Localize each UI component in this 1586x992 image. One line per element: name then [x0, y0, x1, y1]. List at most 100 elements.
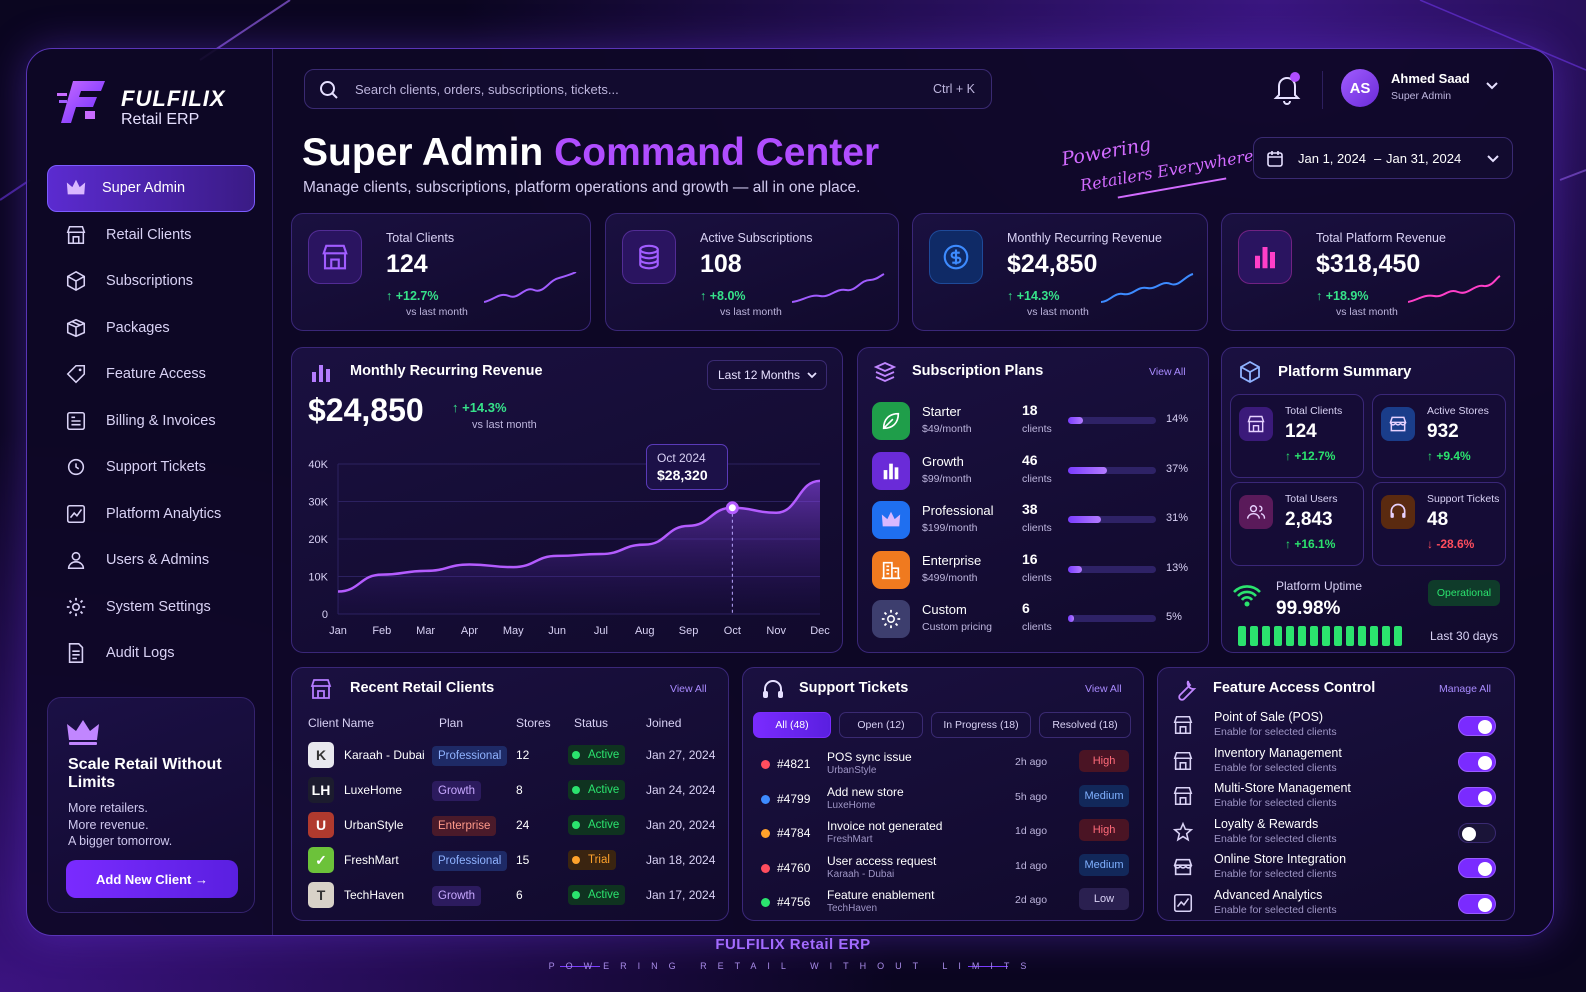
clients-view-all-link[interactable]: View All	[670, 683, 707, 695]
sidebar-item-subscriptions[interactable]: Subscriptions	[47, 258, 255, 305]
summary-tile[interactable]: Active Stores 932 ↑ +9.4%	[1372, 394, 1506, 478]
mrr-title: Monthly Recurring Revenue	[350, 363, 543, 379]
feature-toggle[interactable]	[1458, 893, 1496, 914]
client-name: UrbanStyle	[344, 818, 404, 832]
sidebar-item-system-settings[interactable]: System Settings	[47, 584, 255, 631]
plan-row[interactable]: Starter $49/month 18 clients 14%	[872, 398, 1192, 442]
ticket-age: 2d ago	[1015, 894, 1048, 906]
analytics-icon	[64, 502, 88, 526]
tab-open[interactable]: Open (12)	[839, 712, 923, 738]
client-stores: 8	[516, 783, 523, 797]
plan-row[interactable]: Custom Custom pricing 6 clients 5%	[872, 596, 1192, 640]
feature-desc: Enable for selected clients	[1214, 726, 1337, 738]
feature-toggle[interactable]	[1458, 751, 1496, 772]
feature-toggle[interactable]	[1458, 822, 1496, 843]
summary-tile[interactable]: Support Tickets 48 ↓ -28.6%	[1372, 482, 1506, 566]
date-range-picker[interactable]: Jan 1, 2024 – Jan 31, 2024	[1253, 137, 1513, 179]
uptime-label: Platform Uptime	[1276, 579, 1363, 593]
sidebar-item-label: Platform Analytics	[106, 505, 222, 522]
date-to: Jan 31, 2024	[1386, 151, 1462, 166]
table-row[interactable]: U UrbanStyle Enterprise 24 Active Jan 20, 202…	[306, 808, 716, 842]
priority-badge: Low	[1079, 888, 1129, 910]
uptime-segment	[1382, 626, 1390, 646]
summary-tile-value: 48	[1427, 509, 1449, 530]
plans-view-all-link[interactable]: View All	[1149, 366, 1186, 378]
ticket-row[interactable]: #4799 Add new store LuxeHome 5h ago Medium	[759, 784, 1131, 819]
sidebar-item-feature-access[interactable]: Feature Access	[47, 351, 255, 398]
add-new-client-button[interactable]: Add New Client →	[66, 860, 238, 898]
uptime-segment	[1322, 626, 1330, 646]
sidebar-item-platform-analytics[interactable]: Platform Analytics	[47, 491, 255, 538]
summary-tile[interactable]: Total Clients 124 ↑ +12.7%	[1230, 394, 1364, 478]
client-stores: 12	[516, 748, 530, 762]
ticket-row[interactable]: #4784 Invoice not generated FreshMart 1d ag…	[759, 819, 1131, 853]
ticket-row[interactable]: #4760 User access request Karaah - Dubai 1d…	[759, 853, 1131, 888]
sidebar-item-packages[interactable]: Packages	[47, 305, 255, 352]
uptime-period: Last 30 days	[1430, 629, 1499, 643]
plan-badge: Professional	[432, 746, 508, 766]
summary-tile-label: Active Stores	[1427, 405, 1489, 417]
table-row[interactable]: ✓ FreshMart Professional 15 Trial Jan 18, 202…	[306, 843, 716, 877]
ticket-client: Karaah - Dubai	[827, 868, 895, 880]
ticket-row[interactable]: #4821 POS sync issue UrbanStyle 2h ago High	[759, 750, 1131, 784]
table-row[interactable]: T TechHaven Growth 6 Active Jan 17, 2024	[306, 878, 716, 912]
bell-icon[interactable]	[1271, 71, 1303, 105]
kpi-sparkline	[792, 273, 885, 303]
search-input[interactable]: Search clients, orders, subscriptions, t…	[355, 81, 619, 97]
plan-row[interactable]: Enterprise $499/month 16 clients 13%	[872, 547, 1192, 591]
range-select[interactable]: Last 12 Months	[707, 360, 827, 390]
feature-desc: Enable for selected clients	[1214, 868, 1337, 880]
priority-badge: Medium	[1079, 784, 1129, 807]
feature-toggle[interactable]	[1458, 716, 1496, 736]
kpi-value: $318,450	[1316, 250, 1421, 278]
analytics-icon	[66, 504, 86, 523]
kpi-change-sub: vs last month	[720, 306, 782, 318]
plan-row[interactable]: Growth $99/month 46 clients 37%	[872, 448, 1192, 492]
status-badge: Active	[568, 745, 626, 765]
headset-icon	[1390, 503, 1406, 518]
search-bar[interactable]: Search clients, orders, subscriptions, t…	[304, 69, 992, 109]
sidebar-item-retail-clients[interactable]: Retail Clients	[47, 212, 255, 259]
summary-tile[interactable]: Total Users 2,843 ↑ +16.1%	[1230, 482, 1364, 566]
document-icon	[64, 641, 88, 665]
sidebar-item-support-tickets[interactable]: Support Tickets	[47, 444, 255, 491]
tab-resolved[interactable]: Resolved (18)	[1039, 712, 1131, 738]
feature-toggle[interactable]	[1458, 858, 1496, 878]
plan-percent: 14%	[1166, 413, 1189, 425]
divider	[1322, 71, 1323, 109]
ticket-age: 1d ago	[1015, 859, 1048, 872]
kpi-label: Total Clients	[386, 231, 455, 245]
ticket-client: UrbanStyle	[827, 765, 877, 776]
toggle-knob	[1478, 862, 1492, 876]
plan-name: Custom	[922, 602, 967, 617]
box-icon	[66, 271, 86, 292]
store-icon	[64, 223, 88, 247]
ticket-row[interactable]: #4756 Feature enablement TechHaven 2d ago Lo…	[759, 888, 1131, 922]
table-row[interactable]: LH LuxeHome Growth 8 Active Jan 24, 2024	[306, 773, 716, 807]
uptime-segment	[1394, 626, 1402, 646]
sidebar-item-users-admins[interactable]: Users & Admins	[47, 537, 255, 584]
avatar[interactable]: AS	[1341, 69, 1379, 107]
page-title-part: Super Admin	[302, 131, 544, 174]
user-role: Super Admin	[1391, 90, 1452, 102]
kpi-value: $24,850	[1007, 250, 1098, 278]
ticket-dot	[761, 863, 770, 873]
tickets-title: Support Tickets	[799, 680, 909, 696]
sidebar-item-audit-logs[interactable]: Audit Logs	[47, 630, 255, 677]
tag-icon	[64, 362, 88, 386]
plan-row[interactable]: Professional $199/month 38 clients 31%	[872, 497, 1192, 541]
feature-icon	[1172, 892, 1194, 914]
tab-all[interactable]: All (48)	[753, 712, 831, 738]
uptime-segment	[1238, 626, 1246, 646]
chevron-down-icon[interactable]	[1485, 81, 1499, 91]
kpi-label: Monthly Recurring Revenue	[1007, 231, 1162, 245]
plan-count-unit: clients	[1022, 472, 1052, 485]
sidebar-item-billing-invoices[interactable]: Billing & Invoices	[47, 398, 255, 445]
features-manage-all-link[interactable]: Manage All	[1439, 683, 1491, 695]
table-row[interactable]: K Karaah - Dubai Professional 12 Active Jan 2…	[306, 738, 716, 772]
feature-toggle[interactable]	[1458, 787, 1496, 807]
sidebar-item-super-admin[interactable]: Super Admin	[47, 165, 255, 212]
summary-tile-value: 932	[1427, 421, 1459, 442]
tab-in-progress[interactable]: In Progress (18)	[931, 712, 1031, 738]
tickets-view-all-link[interactable]: View All	[1085, 683, 1122, 695]
